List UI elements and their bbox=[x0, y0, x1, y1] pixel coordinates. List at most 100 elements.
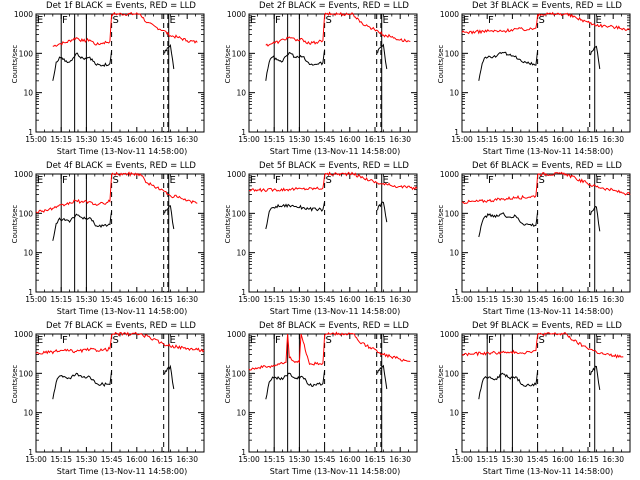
chart-title: Det 5f BLACK = Events, RED = LLD bbox=[259, 161, 409, 171]
chart-panel: Det 2f BLACK = Events, RED = LLD Start Ti… bbox=[213, 0, 426, 160]
chart-title: Det 9f BLACK = Events, RED = LLD bbox=[472, 321, 622, 331]
segment-label: F bbox=[488, 15, 494, 26]
y-tick-label: 10 bbox=[23, 249, 33, 258]
x-tick-label: 16:00 bbox=[126, 455, 148, 464]
x-tick-label: 16:00 bbox=[339, 135, 361, 144]
x-axis-label: Start Time (13-Nov-11 14:58:00) bbox=[482, 147, 614, 156]
x-tick-label: 15:45 bbox=[101, 295, 123, 304]
segment-label: F bbox=[488, 175, 494, 186]
chart-plot: 1 10 100 1000 15:00 15:15 15:30 15:45 16:00 16:15… bbox=[227, 10, 418, 144]
x-tick-label: 15:15 bbox=[263, 455, 285, 464]
x-tick-label: 16:15 bbox=[151, 455, 173, 464]
x-tick-label: 15:30 bbox=[502, 295, 524, 304]
plot-frame bbox=[248, 173, 418, 293]
y-tick-label: 100 bbox=[232, 49, 247, 58]
y-tick-label: 1 bbox=[241, 288, 246, 297]
segment-label: F bbox=[62, 15, 68, 26]
lld-series-line bbox=[248, 171, 418, 193]
events-series-line bbox=[590, 45, 601, 70]
y-tick-label: 10 bbox=[449, 409, 459, 418]
x-tick-label: 15:45 bbox=[527, 455, 549, 464]
x-axis-label: Start Time (13-Nov-11 14:58:00) bbox=[56, 307, 188, 316]
segment-label: E bbox=[170, 15, 176, 26]
events-series-line bbox=[265, 370, 326, 400]
y-tick-label: 1 bbox=[28, 448, 33, 457]
chart-plot: 1 10 100 1000 15:00 15:15 15:30 15:45 16:00 16:15… bbox=[227, 330, 418, 464]
x-tick-label: 16:30 bbox=[602, 455, 624, 464]
x-tick-label: 15:15 bbox=[263, 295, 285, 304]
lld-series-line bbox=[265, 11, 411, 47]
segment-label: S bbox=[538, 175, 544, 186]
y-tick-label: 100 bbox=[445, 209, 460, 218]
events-series-line bbox=[52, 210, 113, 241]
segment-label: S bbox=[538, 335, 544, 346]
events-series-line bbox=[265, 49, 326, 81]
y-tick-label: 1 bbox=[454, 448, 459, 457]
lld-series-line bbox=[248, 331, 411, 371]
x-tick-label: 16:00 bbox=[339, 455, 361, 464]
segment-label: E bbox=[383, 15, 389, 26]
x-tick-label: 15:00 bbox=[238, 455, 260, 464]
y-tick-label: 10 bbox=[449, 249, 459, 258]
segment-label: E bbox=[383, 175, 389, 186]
x-tick-label: 16:15 bbox=[364, 295, 386, 304]
x-tick-label: 16:00 bbox=[339, 295, 361, 304]
chart-plot: 1 10 100 1000 15:00 15:15 15:30 15:45 16:00 16:15… bbox=[440, 10, 631, 144]
x-tick-label: 15:45 bbox=[527, 295, 549, 304]
x-tick-label: 16:30 bbox=[602, 135, 624, 144]
x-tick-label: 15:30 bbox=[502, 135, 524, 144]
x-axis-label: Start Time (13-Nov-11 14:58:00) bbox=[482, 307, 614, 316]
y-tick-label: 1000 bbox=[14, 10, 33, 19]
plot-frame bbox=[35, 333, 205, 453]
y-tick-label: 100 bbox=[232, 209, 247, 218]
events-series-line bbox=[164, 205, 175, 230]
plot-frame bbox=[461, 13, 631, 133]
y-tick-label: 1000 bbox=[440, 10, 459, 19]
events-series-line bbox=[478, 370, 539, 400]
y-tick-label: 100 bbox=[19, 369, 34, 378]
segment-label: F bbox=[275, 15, 281, 26]
x-axis-label: Start Time (13-Nov-11 14:58:00) bbox=[269, 467, 401, 476]
segment-label: F bbox=[275, 335, 281, 346]
segment-label: S bbox=[325, 175, 331, 186]
x-axis-label: Start Time (13-Nov-11 14:58:00) bbox=[56, 467, 188, 476]
segment-label: E bbox=[383, 335, 389, 346]
x-axis-label: Start Time (13-Nov-11 14:58:00) bbox=[269, 307, 401, 316]
events-series-line bbox=[590, 365, 601, 390]
x-tick-label: 15:15 bbox=[50, 455, 72, 464]
lld-series-line bbox=[461, 11, 631, 35]
x-tick-label: 15:45 bbox=[314, 295, 336, 304]
y-tick-label: 1 bbox=[28, 288, 33, 297]
x-tick-label: 15:30 bbox=[289, 295, 311, 304]
x-tick-label: 15:45 bbox=[101, 135, 123, 144]
chart-title: Det 8f BLACK = Events, RED = LLD bbox=[259, 321, 409, 331]
segment-label: E bbox=[463, 15, 469, 26]
y-tick-label: 10 bbox=[23, 89, 33, 98]
y-tick-label: 10 bbox=[236, 89, 246, 98]
y-tick-label: 10 bbox=[23, 409, 33, 418]
x-tick-label: 16:15 bbox=[364, 135, 386, 144]
chart-panel: Det 4f BLACK = Events, RED = LLD Start Ti… bbox=[0, 160, 213, 320]
events-series-line bbox=[377, 43, 388, 70]
x-tick-label: 15:00 bbox=[25, 295, 47, 304]
y-tick-label: 1000 bbox=[227, 10, 246, 19]
x-tick-label: 16:30 bbox=[389, 135, 411, 144]
y-tick-label: 1 bbox=[241, 128, 246, 137]
y-tick-label: 1 bbox=[454, 128, 459, 137]
x-tick-label: 16:00 bbox=[552, 135, 574, 144]
y-tick-label: 100 bbox=[445, 49, 460, 58]
segment-label: F bbox=[488, 335, 494, 346]
x-tick-label: 16:15 bbox=[151, 295, 173, 304]
chart-panel: Det 1f BLACK = Events, RED = LLD Start Ti… bbox=[0, 0, 213, 160]
events-series-line bbox=[478, 211, 539, 238]
x-tick-label: 16:15 bbox=[577, 295, 599, 304]
y-tick-label: 1000 bbox=[440, 170, 459, 179]
segment-label: E bbox=[596, 335, 602, 346]
x-tick-label: 15:15 bbox=[476, 135, 498, 144]
y-tick-label: 100 bbox=[445, 369, 460, 378]
x-tick-label: 16:15 bbox=[577, 455, 599, 464]
segment-label: E bbox=[463, 175, 469, 186]
chart-title: Det 1f BLACK = Events, RED = LLD bbox=[46, 1, 196, 11]
chart-panel: Det 6f BLACK = Events, RED = LLD Start Ti… bbox=[426, 160, 639, 320]
y-tick-label: 1 bbox=[454, 288, 459, 297]
